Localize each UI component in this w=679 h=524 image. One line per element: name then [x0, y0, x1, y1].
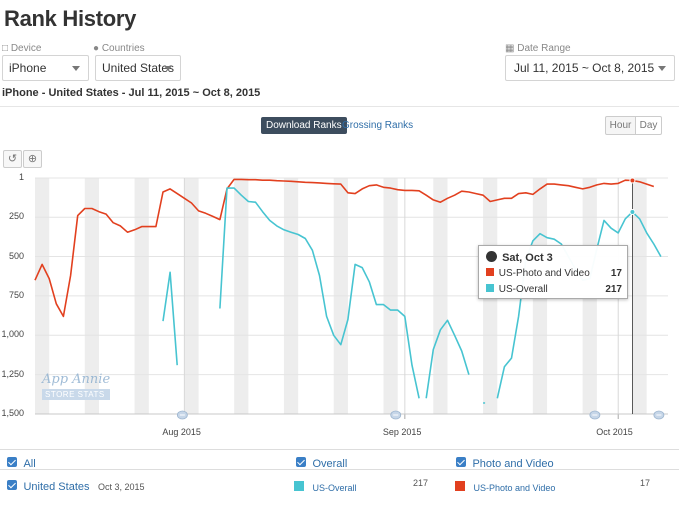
- y-tick-label: 250: [8, 211, 24, 222]
- series-line-us-overall: [219, 187, 420, 399]
- series-color-swatch: [486, 268, 494, 276]
- day-button[interactable]: Day: [635, 116, 662, 135]
- download-ranks-tab[interactable]: Download Ranks: [261, 117, 347, 134]
- chevron-down-icon: [72, 66, 80, 71]
- divider: [0, 469, 679, 470]
- device-label: □ Device: [2, 43, 42, 54]
- calendar-icon: ▦: [505, 43, 515, 54]
- chart-tooltip: Sat, Oct 3 US-Photo and Video 17 US-Over…: [478, 245, 628, 299]
- countries-select[interactable]: United States: [95, 55, 181, 81]
- countries-label: ● Countries: [93, 43, 145, 54]
- zoom-button[interactable]: ⊕: [23, 150, 42, 168]
- checkbox-icon: [296, 457, 306, 467]
- tooltip-row: US-Photo and Video 17: [486, 268, 622, 279]
- crosshair-marker: [629, 177, 636, 184]
- y-tick-label: 1: [18, 172, 24, 182]
- page-title: Rank History: [4, 6, 137, 31]
- photo-video-checkbox[interactable]: Photo and Video: [456, 454, 554, 472]
- tooltip-row: US-Overall 217: [486, 284, 622, 295]
- checkbox-icon: [7, 457, 17, 467]
- series-line-us-overall: [425, 319, 470, 399]
- united-states-checkbox[interactable]: United States Oct 3, 2015: [7, 477, 144, 495]
- reset-icon: ↺: [7, 153, 18, 165]
- zoom-icon: ⊕: [27, 153, 38, 165]
- app-annie-watermark: App Annie STORE STATS: [42, 372, 111, 400]
- reset-zoom-button[interactable]: ↺: [3, 150, 22, 168]
- legend-overall-row: US-Overall 217: [294, 478, 434, 496]
- divider: [0, 449, 679, 450]
- checkbox-icon: [7, 480, 17, 490]
- tooltip-date-row: Sat, Oct 3: [486, 251, 553, 264]
- annotation-bubble-icon[interactable]: [176, 410, 188, 420]
- y-tick-label: 1,250: [1, 368, 24, 379]
- chevron-down-icon: [164, 66, 172, 71]
- date-range-select[interactable]: Jul 11, 2015 ~ Oct 8, 2015: [505, 55, 675, 81]
- legend-photo-row: US-Photo and Video 17: [455, 478, 650, 496]
- grossing-ranks-tab[interactable]: Grossing Ranks: [342, 120, 414, 131]
- overall-checkbox[interactable]: Overall: [296, 454, 347, 472]
- y-tick-label: 1,000: [1, 329, 24, 340]
- device-select[interactable]: iPhone: [2, 55, 89, 81]
- globe-icon: ●: [93, 43, 100, 54]
- report-subheading: iPhone - United States - Jul 11, 2015 ~ …: [2, 87, 261, 99]
- x-tick-label: Sep 2015: [382, 427, 422, 437]
- chevron-down-icon: [658, 66, 666, 71]
- series-color-swatch: [486, 284, 494, 292]
- device-icon: □: [2, 43, 9, 54]
- x-tick-label: Aug 2015: [162, 427, 201, 437]
- y-tick-label: 750: [8, 289, 24, 300]
- divider: [0, 106, 679, 107]
- series-line-us-overall: [162, 271, 178, 366]
- annotation-bubble-icon[interactable]: [589, 410, 601, 420]
- series-color-swatch: [294, 481, 304, 491]
- y-tick-label: 500: [8, 250, 24, 261]
- crosshair-marker: [629, 209, 636, 216]
- y-tick-label: 1,500: [1, 408, 24, 418]
- checkbox-icon: [456, 457, 466, 467]
- globe-icon: [486, 251, 497, 262]
- annotation-bubble-icon[interactable]: [653, 410, 665, 420]
- date-range-label: ▦ Date Range: [505, 43, 571, 54]
- series-line-us-photo-and-video: [34, 178, 655, 318]
- series-color-swatch: [455, 481, 465, 491]
- all-checkbox[interactable]: All: [7, 454, 36, 472]
- x-tick-label: Oct 2015: [596, 427, 633, 437]
- annotation-bubble-icon[interactable]: [390, 410, 402, 420]
